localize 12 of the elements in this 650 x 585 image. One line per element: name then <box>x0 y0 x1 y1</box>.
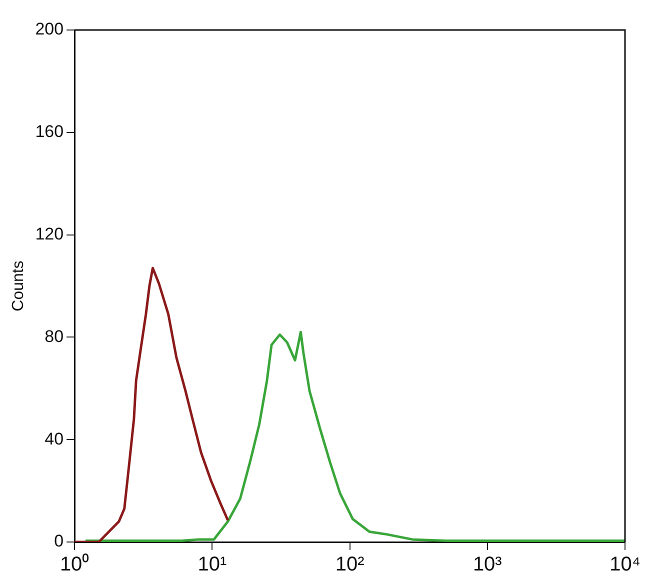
y-tick-label: 80 <box>44 326 64 346</box>
y-axis-title: Counts <box>10 260 28 312</box>
x-tick-label: 10¹ <box>198 554 227 576</box>
y-tick-label: 40 <box>44 429 64 448</box>
x-tick-label: 10⁴ <box>610 554 640 576</box>
x-tick-label: 10² <box>335 554 365 576</box>
x-tick-label: 10⁰ <box>60 552 90 576</box>
y-tick-label: 120 <box>35 224 64 244</box>
y-tick-label: 200 <box>35 20 64 39</box>
y-tick-label: 0 <box>54 532 64 551</box>
y-tick-label: 160 <box>35 122 64 142</box>
x-tick-label: 10³ <box>472 554 502 576</box>
